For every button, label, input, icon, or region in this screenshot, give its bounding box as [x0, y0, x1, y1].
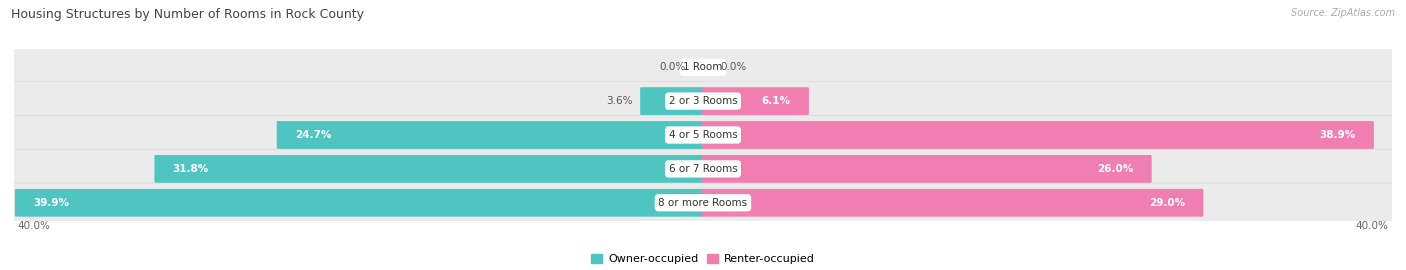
FancyBboxPatch shape: [15, 189, 704, 217]
Text: 6.1%: 6.1%: [762, 96, 790, 106]
Text: 26.0%: 26.0%: [1097, 164, 1133, 174]
FancyBboxPatch shape: [640, 87, 704, 115]
Text: 40.0%: 40.0%: [17, 221, 51, 231]
Text: 0.0%: 0.0%: [720, 62, 747, 72]
Text: 39.9%: 39.9%: [32, 198, 69, 208]
Text: Housing Structures by Number of Rooms in Rock County: Housing Structures by Number of Rooms in…: [11, 8, 364, 21]
Text: 38.9%: 38.9%: [1320, 130, 1355, 140]
FancyBboxPatch shape: [13, 183, 1393, 222]
Text: 24.7%: 24.7%: [295, 130, 332, 140]
Text: Source: ZipAtlas.com: Source: ZipAtlas.com: [1291, 8, 1395, 18]
FancyBboxPatch shape: [13, 82, 1393, 121]
FancyBboxPatch shape: [13, 115, 1393, 155]
Text: 8 or more Rooms: 8 or more Rooms: [658, 198, 748, 208]
Legend: Owner-occupied, Renter-occupied: Owner-occupied, Renter-occupied: [592, 254, 814, 264]
Text: 1 Room: 1 Room: [683, 62, 723, 72]
Text: 0.0%: 0.0%: [659, 62, 686, 72]
FancyBboxPatch shape: [702, 189, 1204, 217]
FancyBboxPatch shape: [13, 48, 1393, 87]
Text: 6 or 7 Rooms: 6 or 7 Rooms: [669, 164, 737, 174]
Text: 2 or 3 Rooms: 2 or 3 Rooms: [669, 96, 737, 106]
FancyBboxPatch shape: [702, 155, 1152, 183]
FancyBboxPatch shape: [155, 155, 704, 183]
Text: 29.0%: 29.0%: [1149, 198, 1185, 208]
Text: 4 or 5 Rooms: 4 or 5 Rooms: [669, 130, 737, 140]
Text: 31.8%: 31.8%: [173, 164, 208, 174]
Text: 3.6%: 3.6%: [606, 96, 633, 106]
FancyBboxPatch shape: [702, 121, 1374, 149]
FancyBboxPatch shape: [13, 149, 1393, 188]
Text: 40.0%: 40.0%: [1355, 221, 1389, 231]
FancyBboxPatch shape: [702, 87, 808, 115]
FancyBboxPatch shape: [277, 121, 704, 149]
